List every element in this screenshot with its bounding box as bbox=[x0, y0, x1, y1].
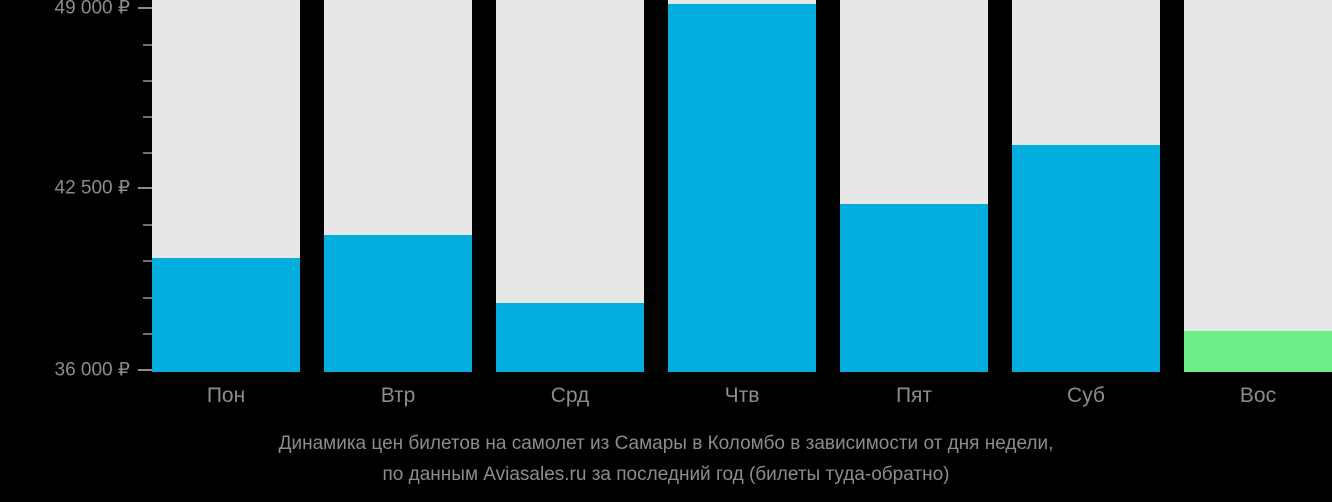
bar-value-fill bbox=[324, 235, 472, 372]
bar-втр[interactable] bbox=[324, 0, 472, 372]
y-axis-minor-tick bbox=[143, 80, 152, 82]
x-axis-label-срд: Срд bbox=[550, 384, 590, 407]
y-axis-label: 42 500 ₽ bbox=[54, 177, 130, 199]
bar-пят[interactable] bbox=[840, 0, 988, 372]
bar-value-fill bbox=[1184, 331, 1332, 372]
y-axis-label: 36 000 ₽ bbox=[54, 359, 130, 381]
plot-area bbox=[152, 0, 1332, 372]
y-axis-minor-tick bbox=[143, 224, 152, 226]
y-axis-major-tick bbox=[138, 187, 152, 189]
caption-line-2: по данным Aviasales.ru за последний год … bbox=[382, 464, 950, 485]
bar-value-fill bbox=[1012, 145, 1160, 372]
y-axis-minor-tick bbox=[143, 297, 152, 299]
x-axis-label-суб: Суб bbox=[1067, 384, 1105, 407]
y-axis: 49 000 ₽ 42 500 ₽ 36 000 ₽ bbox=[0, 0, 152, 380]
y-axis-minor-tick bbox=[143, 152, 152, 154]
y-axis-minor-tick bbox=[143, 116, 152, 118]
bar-вос[interactable] bbox=[1184, 0, 1332, 372]
bar-пон[interactable] bbox=[152, 0, 300, 372]
y-axis-label: 49 000 ₽ bbox=[54, 0, 130, 19]
chart-caption: Динамика цен билетов на самолет из Самар… bbox=[0, 428, 1332, 490]
x-axis-label-вос: Вос bbox=[1239, 384, 1277, 407]
bar-value-fill bbox=[668, 4, 816, 372]
y-axis-minor-tick bbox=[143, 333, 152, 335]
y-axis-major-tick bbox=[138, 7, 152, 9]
bar-суб[interactable] bbox=[1012, 0, 1160, 372]
y-axis-major-tick bbox=[138, 369, 152, 371]
bar-track bbox=[1184, 0, 1332, 372]
x-axis-label-чтв: Чтв bbox=[724, 384, 760, 407]
bar-value-fill bbox=[496, 303, 644, 372]
bar-value-fill bbox=[840, 204, 988, 372]
caption-line-1: Динамика цен билетов на самолет из Самар… bbox=[278, 433, 1054, 454]
x-axis: Пон Втр Срд Чтв Пят Суб Вос bbox=[152, 372, 1332, 418]
bar-срд[interactable] bbox=[496, 0, 644, 372]
y-axis-minor-tick bbox=[143, 260, 152, 262]
x-axis-label-пон: Пон bbox=[206, 384, 246, 407]
bar-value-fill bbox=[152, 258, 300, 372]
bar-чтв[interactable] bbox=[668, 0, 816, 372]
x-axis-label-втр: Втр bbox=[380, 384, 416, 407]
x-axis-label-пят: Пят bbox=[895, 384, 933, 407]
y-axis-minor-tick bbox=[143, 44, 152, 46]
